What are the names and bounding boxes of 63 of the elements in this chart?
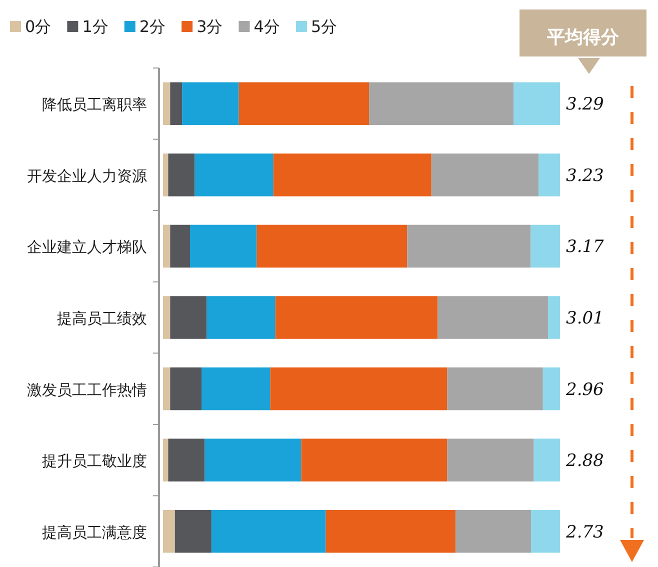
text: 2.88	[565, 451, 604, 472]
bar	[168, 438, 205, 482]
bar	[438, 296, 548, 339]
y-tick-label: 激发员工工作热情	[27, 380, 147, 399]
bar	[514, 82, 560, 126]
bar	[238, 82, 370, 126]
bar	[163, 82, 170, 126]
bar	[163, 367, 170, 410]
bar	[407, 224, 531, 268]
y-tick-label: 提升员工敬业度	[42, 452, 147, 470]
bar	[456, 510, 532, 553]
bar	[163, 224, 170, 268]
bar	[170, 367, 202, 410]
bar	[211, 510, 326, 553]
text: 3.29	[566, 94, 604, 115]
y-tick-label: 企业建立人才梯队	[27, 238, 147, 256]
text: 2.96	[565, 380, 604, 400]
bar	[163, 154, 168, 196]
bar	[206, 296, 276, 339]
bar	[163, 296, 170, 339]
legend-label: 3分	[196, 17, 223, 36]
bar	[163, 510, 175, 553]
bar	[369, 82, 514, 126]
y-tick-label: 提高员工绩效	[57, 310, 147, 328]
y-tick-label: 开发企业人力资源	[27, 166, 147, 185]
bar	[270, 367, 448, 410]
bar	[273, 154, 432, 196]
bar	[538, 154, 560, 196]
bar	[163, 438, 168, 482]
bar	[326, 510, 456, 553]
bar	[531, 510, 560, 553]
bar	[204, 438, 302, 482]
legend-label: 5分	[310, 17, 338, 36]
bar	[194, 154, 274, 196]
legend-label: 0分	[25, 17, 52, 36]
bar	[170, 296, 207, 339]
bar	[190, 224, 257, 268]
legend-label: 4分	[254, 17, 280, 36]
bar	[182, 82, 239, 126]
bar	[170, 224, 190, 268]
bar	[275, 296, 438, 339]
bar	[530, 224, 560, 268]
bar	[168, 154, 195, 196]
bar	[534, 438, 560, 482]
bar	[174, 510, 212, 553]
bar	[170, 82, 182, 126]
bar	[301, 438, 448, 482]
bar	[431, 154, 539, 196]
bar	[202, 367, 270, 410]
legend-label: 2分	[139, 17, 166, 36]
text: 2.73	[565, 522, 604, 542]
text: 3.17	[566, 237, 604, 258]
text: 3.23	[566, 166, 604, 186]
y-tick-label: 降低员工离职率	[42, 96, 147, 114]
bar	[447, 367, 543, 410]
bar	[542, 367, 560, 410]
text: 3.01	[566, 308, 604, 328]
legend-label: 1分	[82, 17, 108, 36]
bar	[256, 224, 408, 268]
bar	[447, 438, 534, 482]
text: 平均得分	[546, 27, 620, 48]
y-tick-label: 提高员工满意度	[42, 523, 147, 542]
bar	[548, 296, 560, 339]
